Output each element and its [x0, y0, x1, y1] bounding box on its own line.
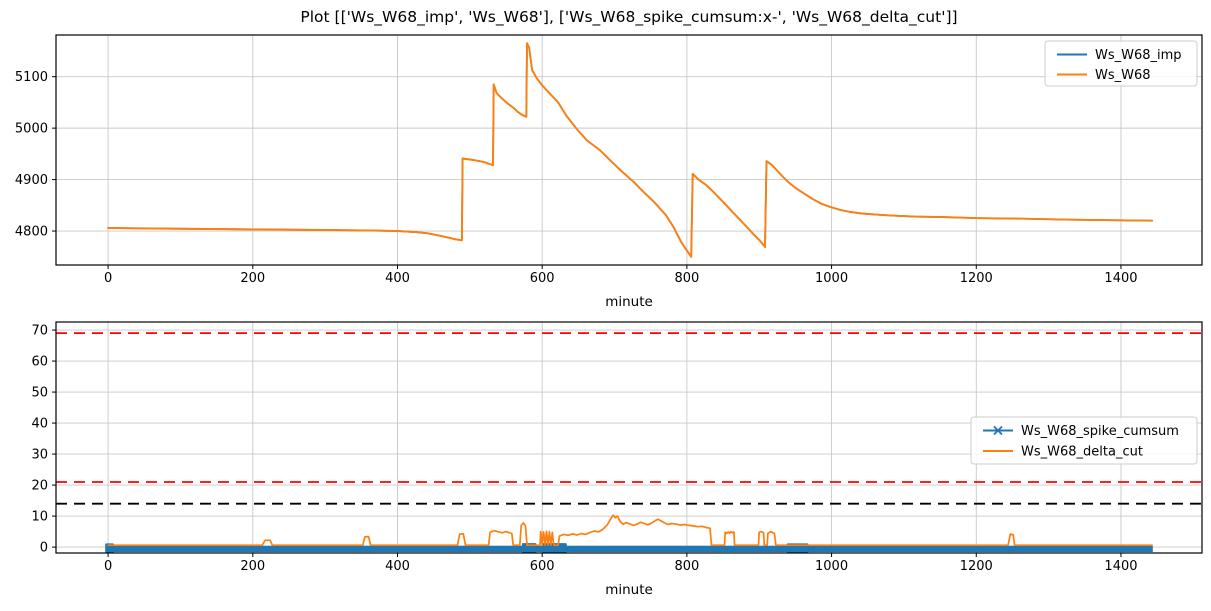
- legend-label: Ws_W68: [1095, 68, 1151, 83]
- x-tick-label: 0: [104, 559, 112, 574]
- x-tick-label: 600: [530, 271, 555, 286]
- x-tick-label: 1000: [815, 271, 848, 286]
- y-tick-label: 50: [31, 386, 48, 401]
- x-tick-label: 600: [530, 559, 555, 574]
- legend-label: Ws_W68_imp: [1095, 48, 1182, 63]
- legend-label: Ws_W68_delta_cut: [1021, 445, 1143, 460]
- y-tick-label: 40: [31, 417, 48, 432]
- legend-box: [970, 416, 1198, 465]
- y-tick-label: 70: [31, 324, 48, 339]
- series-Ws_W68_spike_cumsum: [106, 545, 1153, 553]
- series-Ws_W68_delta_cut: [107, 514, 1153, 547]
- series-Ws_W68: [107, 42, 1154, 258]
- y-tick-label: 5000: [15, 122, 48, 137]
- y-tick-label: 4900: [15, 173, 48, 188]
- y-tick-label: 0: [40, 541, 48, 556]
- legend-label: Ws_W68_spike_cumsum: [1021, 424, 1179, 439]
- x-tick-label: 1000: [815, 559, 848, 574]
- axes-1: 0 200 400 600 800 1000 1200 1400 0 10 20 30 40 50 60 70…: [31, 321, 1203, 598]
- axes-spines: [55, 321, 1203, 554]
- x-tick-label: 400: [385, 559, 410, 574]
- axes-0: 0 200 400 600 800 1000 1200 1400 4800 4900 5000 510…: [15, 34, 1203, 310]
- x-tick-label: 1200: [960, 271, 993, 286]
- y-tick-label: 4800: [15, 225, 48, 240]
- x-tick-label: 200: [240, 559, 265, 574]
- x-tick-label: 800: [674, 271, 699, 286]
- y-tick-label: 10: [31, 510, 48, 525]
- y-tick-label: 5100: [15, 70, 48, 85]
- x-tick-label: 200: [240, 271, 265, 286]
- plot-background: [56, 35, 1202, 265]
- x-tick-label: 1200: [960, 559, 993, 574]
- y-tick-label: 20: [31, 479, 48, 494]
- y-tick-label: 30: [31, 448, 48, 463]
- chart-title: Plot [['Ws_W68_imp', 'Ws_W68'], ['Ws_W68…: [300, 8, 958, 26]
- x-tick-label: 0: [104, 271, 112, 286]
- x-tick-label: 1400: [1104, 559, 1137, 574]
- x-tick-label: 800: [674, 559, 699, 574]
- y-tick-label: 60: [31, 355, 48, 370]
- x-axis-label: minute: [605, 582, 653, 598]
- x-tick-label: 1400: [1104, 271, 1137, 286]
- x-axis-label: minute: [605, 294, 653, 310]
- legend-x-marker-icon: [993, 425, 1003, 436]
- x-tick-label: 400: [385, 271, 410, 286]
- axes-spines: [55, 34, 1203, 266]
